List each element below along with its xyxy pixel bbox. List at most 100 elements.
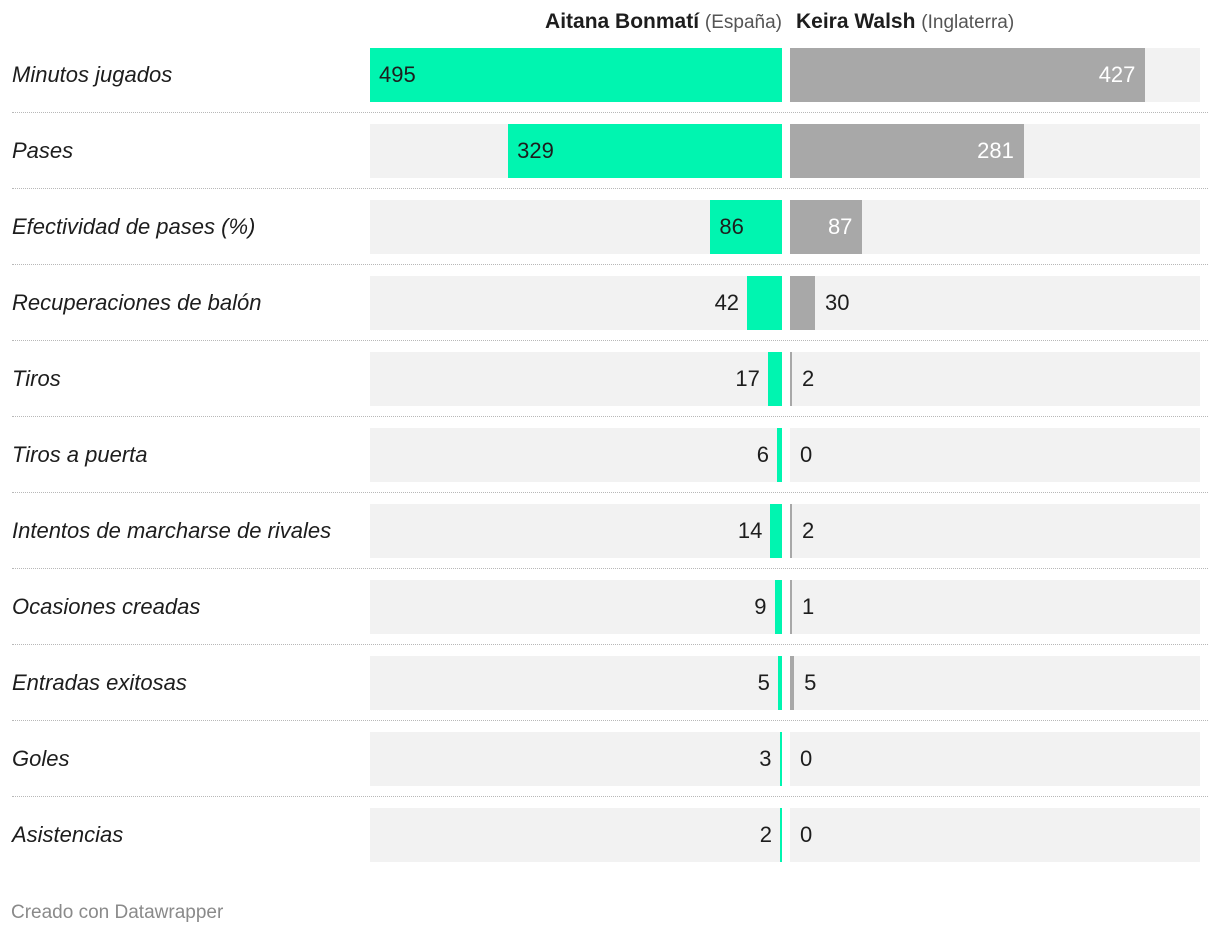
value-label-right: 1 xyxy=(802,594,815,619)
track-left: 329 xyxy=(370,124,782,178)
value-label-right: 0 xyxy=(800,822,813,847)
chart-row: Tiros a puerta 6 0 xyxy=(0,428,1220,504)
track-right: 5 xyxy=(790,656,1200,710)
chart-row: Ocasiones creadas 9 1 xyxy=(0,580,1220,656)
category-label: Asistencias xyxy=(12,822,124,847)
chart-row: Tiros 17 2 xyxy=(0,352,1220,428)
bar-right xyxy=(790,200,863,254)
bar-left xyxy=(777,428,782,482)
player-right-name: Keira Walsh xyxy=(796,10,916,33)
value-label-left: 495 xyxy=(379,62,416,87)
track-left: 6 xyxy=(370,428,782,482)
row-divider xyxy=(12,492,1208,493)
chart-row: Efectividad de pases (%) 86 87 xyxy=(0,200,1220,276)
player-left-name: Aitana Bonmatí xyxy=(545,10,700,33)
track-left: 9 xyxy=(370,580,782,634)
value-label-left: 329 xyxy=(517,138,554,163)
value-label-left: 6 xyxy=(756,442,770,467)
category-label: Tiros a puerta xyxy=(12,442,148,467)
row-divider xyxy=(12,264,1208,265)
bar-left xyxy=(779,732,782,786)
track-right: 2 xyxy=(790,504,1200,558)
value-label-right: 87 xyxy=(827,214,853,239)
track-left: 42 xyxy=(370,276,782,330)
bar-left xyxy=(767,352,782,406)
category-label: Efectividad de pases (%) xyxy=(12,214,256,239)
value-label-right: 2 xyxy=(802,366,815,391)
value-label-right: 281 xyxy=(977,138,1014,163)
bar-right xyxy=(790,124,1024,178)
track-right: 1 xyxy=(790,580,1200,634)
track-left: 5 xyxy=(370,656,782,710)
value-label-left: 14 xyxy=(737,518,763,543)
value-label-right: 427 xyxy=(1098,62,1136,87)
value-label-right: 30 xyxy=(824,290,850,315)
value-label-left: 42 xyxy=(714,290,740,315)
track-right: 30 xyxy=(790,276,1200,330)
row-divider xyxy=(12,720,1208,721)
bar-left xyxy=(370,48,782,102)
bar-right xyxy=(790,656,795,710)
track-right: 281 xyxy=(790,124,1200,178)
category-label: Pases xyxy=(12,138,74,163)
header-player-right: Keira Walsh (Inglaterra) xyxy=(796,10,1014,40)
bar-left xyxy=(710,200,782,254)
player-right-country: (Inglaterra) xyxy=(921,12,1015,33)
bar-right xyxy=(790,276,815,330)
category-label: Minutos jugados xyxy=(12,62,173,87)
row-divider xyxy=(12,188,1208,189)
bar-right xyxy=(790,504,792,558)
track-left: 495 xyxy=(370,48,782,102)
track-right: 87 xyxy=(790,200,1200,254)
chart-row: Entradas exitosas 5 5 xyxy=(0,656,1220,732)
track-left: 2 xyxy=(370,808,782,862)
category-label: Recuperaciones de balón xyxy=(12,290,262,315)
value-label-right: 0 xyxy=(800,746,813,771)
track-left: 14 xyxy=(370,504,782,558)
row-divider xyxy=(12,416,1208,417)
bar-right xyxy=(790,352,792,406)
category-label: Goles xyxy=(12,746,70,771)
bar-right xyxy=(790,580,792,634)
track-left: 86 xyxy=(370,200,782,254)
header-player-left: Aitana Bonmatí (España) xyxy=(545,10,782,40)
track-right: 2 xyxy=(790,352,1200,406)
bar-left xyxy=(774,580,782,634)
value-label-left: 17 xyxy=(735,366,760,391)
value-label-left: 2 xyxy=(759,822,772,847)
footer-credit: Creado con Datawrapper xyxy=(11,902,224,923)
track-left: 3 xyxy=(370,732,782,786)
value-label-right: 0 xyxy=(800,442,813,467)
bar-right xyxy=(790,48,1146,102)
chart-row: Minutos jugados 495 427 xyxy=(0,48,1220,124)
bar-left xyxy=(777,656,782,710)
value-label-right: 5 xyxy=(804,670,817,695)
bar-left xyxy=(747,276,782,330)
chart-row: Goles 3 0 xyxy=(0,732,1220,808)
category-label: Entradas exitosas xyxy=(12,670,187,695)
track-right: 0 xyxy=(790,732,1200,786)
row-divider xyxy=(12,796,1208,797)
category-label: Ocasiones creadas xyxy=(12,594,201,619)
row-divider xyxy=(12,568,1208,569)
value-label-left: 9 xyxy=(754,594,767,619)
chart-row: Intentos de marcharse de rivales 14 2 xyxy=(0,504,1220,580)
bar-left xyxy=(508,124,782,178)
chart-row: Recuperaciones de balón 42 30 xyxy=(0,276,1220,352)
chart-row: Pases 329 281 xyxy=(0,124,1220,200)
value-label-left: 5 xyxy=(757,670,770,695)
value-label-left: 3 xyxy=(759,746,772,771)
value-label-right: 2 xyxy=(802,518,815,543)
row-divider xyxy=(12,644,1208,645)
player-left-country: (España) xyxy=(704,12,782,33)
value-label-left: 86 xyxy=(719,214,744,239)
category-label: Intentos de marcharse de rivales xyxy=(12,518,332,543)
row-divider xyxy=(12,340,1208,341)
track-right: 0 xyxy=(790,428,1200,482)
category-label: Tiros xyxy=(12,366,61,391)
chart-row: Asistencias 2 0 xyxy=(0,808,1220,884)
row-divider xyxy=(12,112,1208,113)
track-right: 0 xyxy=(790,808,1200,862)
bar-left xyxy=(780,808,782,862)
track-right: 427 xyxy=(790,48,1200,102)
